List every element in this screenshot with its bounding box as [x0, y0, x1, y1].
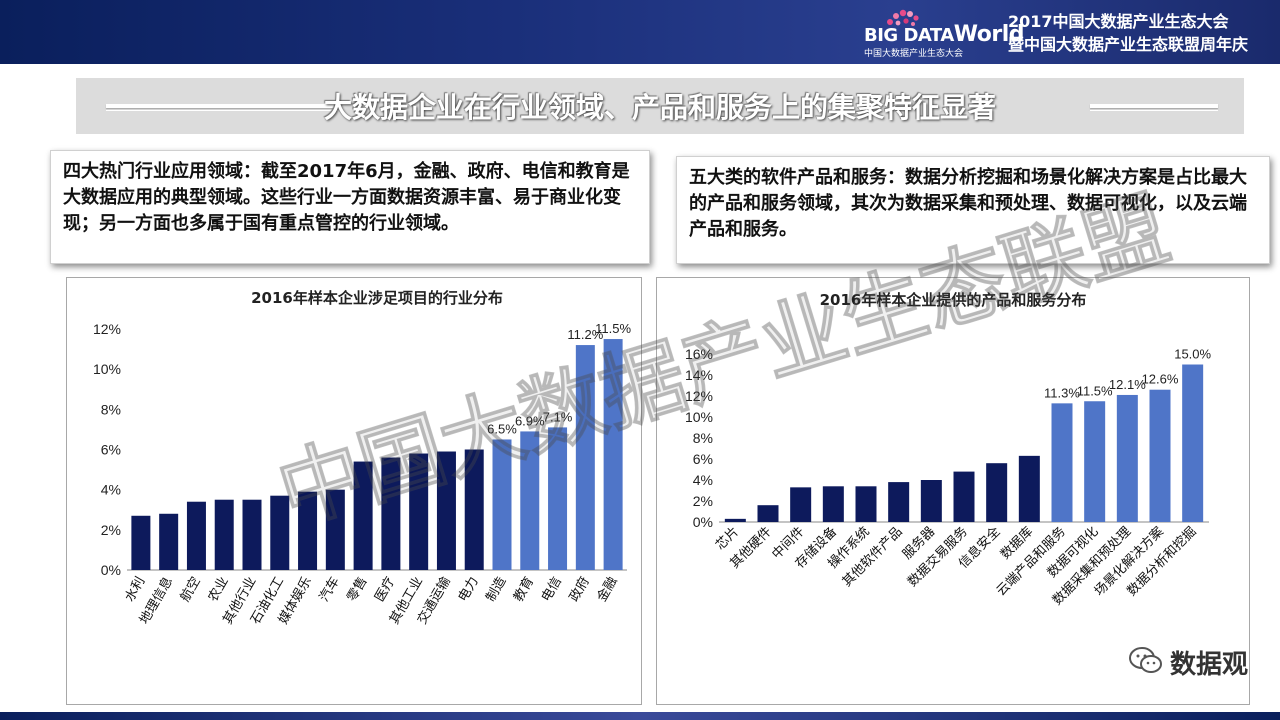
y-tick-label: 14% [685, 367, 713, 383]
footer-bar [0, 712, 1280, 720]
industry-summary-box: 四大热门行业应用领域：截至2017年6月，金融、政府、电信和教育是大数据应用的典… [50, 150, 650, 264]
bar [214, 499, 234, 570]
bar [790, 487, 812, 522]
bar [381, 457, 401, 570]
logo-subtitle: 中国大数据产业生态大会 [864, 49, 964, 59]
bar [1182, 364, 1204, 522]
logo-text-right: World [953, 22, 1025, 47]
bar [270, 495, 290, 570]
x-tick-label: 电力 [456, 575, 482, 605]
y-tick-label: 4% [693, 472, 713, 488]
y-tick-label: 16% [685, 346, 713, 362]
bar [353, 461, 373, 570]
product-chart-frame: 2016年样本企业提供的产品和服务分布 0% 2% 4% 6% 8% 10% 12% 14% 16… [656, 277, 1250, 705]
bar [888, 482, 910, 522]
product-summary-box: 五大类的软件产品和服务：数据分析挖掘和场景化解决方案是占比最大的产品和服务领域，… [676, 156, 1270, 264]
section-title: 大数据企业在行业领域、产品和服务上的集聚特征显著 [323, 91, 996, 124]
x-tick-label: 航空 [177, 574, 204, 605]
logo-brand: BIG DATAWorld [864, 22, 1025, 47]
y-tick-label: 8% [101, 401, 121, 417]
x-tick-label: 制造 [483, 575, 509, 605]
bar [436, 451, 456, 570]
x-tick-label: 零售 [344, 574, 371, 605]
x-tick-label: 芯片 [713, 524, 742, 553]
industry-chart-frame: 2016年样本企业涉足项目的行业分布 0% 2% 4% 6% 8% 10% 12% 水利 地理信息… [66, 277, 642, 705]
wechat-icon [1129, 647, 1162, 673]
y-tick-label: 10% [93, 361, 121, 377]
bar-value-label: 11.5% [595, 321, 631, 336]
y-tick-label: 8% [693, 430, 713, 446]
chart-title: 2016年样本企业提供的产品和服务分布 [820, 291, 1087, 309]
y-tick-label: 2% [101, 522, 121, 538]
bar [855, 486, 877, 522]
y-tick-label: 6% [693, 451, 713, 467]
header-bar: BIG DATAWorld 中国大数据产业生态大会 2017中国大数据产业生态大… [0, 0, 1280, 64]
bar-value-label: 15.0% [1174, 347, 1211, 362]
bar-value-label: 6.5% [487, 421, 517, 436]
bar [325, 489, 345, 570]
bar [920, 480, 942, 522]
event-line-1: 2017中国大数据产业生态大会 [1008, 12, 1229, 31]
title-decor-line-left [106, 104, 338, 111]
bar-value-label: 7.1% [543, 409, 573, 424]
bar [1084, 401, 1106, 522]
bar-value-label: 12.6% [1142, 372, 1179, 387]
event-line-2: 暨中国大数据产业生态联盟周年庆 [1008, 35, 1249, 54]
bar [1051, 403, 1073, 522]
x-tick-label: 教育 [510, 574, 537, 605]
bar [1116, 394, 1138, 522]
section-title-band: 大数据企业在行业领域、产品和服务上的集聚特征显著 [76, 78, 1244, 134]
logo-dots-icon [887, 9, 919, 26]
y-tick-label: 12% [93, 321, 121, 337]
industry-distribution-chart: 2016年样本企业涉足项目的行业分布0%2%4%6%8%10%12%水利地理信息… [93, 289, 632, 627]
x-tick-label: 电信 [539, 575, 565, 605]
bar [242, 499, 262, 570]
bar [298, 491, 318, 570]
y-tick-label: 4% [101, 482, 121, 498]
bar [953, 471, 975, 522]
product-distribution-chart: 2016年样本企业提供的产品和服务分布 0% 2% 4% 6% 8% 10% 12% 14% 16… [685, 291, 1212, 608]
bar [186, 501, 206, 570]
chart-title: 2016年样本企业涉足项目的行业分布 [251, 289, 503, 307]
y-tick-label: 6% [101, 442, 121, 458]
wechat-account: 数据观 [1128, 644, 1248, 680]
bar [520, 431, 540, 570]
x-tick-label: 农业 [206, 575, 232, 605]
bar-value-label: 11.3% [1044, 385, 1080, 400]
bar [409, 453, 429, 570]
y-tick-label: 10% [685, 409, 713, 425]
event-logo: BIG DATAWorld 中国大数据产业生态大会 [864, 8, 1025, 59]
bar [1018, 455, 1040, 522]
bar [548, 427, 568, 570]
x-tick-label: 政府 [567, 575, 593, 605]
y-tick-label: 2% [693, 493, 713, 509]
bar [986, 463, 1008, 522]
bar-value-label: 11.5% [1077, 383, 1113, 398]
logo-text-left: BIG DATA [864, 25, 954, 46]
bar [603, 339, 623, 570]
y-tick-label: 12% [685, 388, 713, 404]
title-decor-line-right [1090, 104, 1218, 111]
bar [131, 515, 151, 570]
y-tick-label: 0% [693, 514, 713, 530]
bar [159, 513, 179, 570]
bar [757, 505, 779, 522]
event-name: 2017中国大数据产业生态大会 暨中国大数据产业生态联盟周年庆 [1008, 10, 1248, 56]
x-tick-label: 汽车 [316, 574, 343, 605]
bar [822, 486, 844, 522]
x-tick-label: 医疗 [372, 575, 398, 605]
wechat-account-name: 数据观 [1170, 650, 1249, 680]
bar-value-label: 11.2% [567, 327, 603, 342]
bar [492, 439, 512, 570]
x-tick-label: 水利 [122, 575, 148, 605]
bar [724, 518, 746, 522]
bar [464, 449, 484, 570]
y-tick-label: 0% [101, 562, 121, 578]
bar [1149, 389, 1171, 522]
bar-value-label: 12.1% [1109, 377, 1146, 392]
bar-value-label: 6.9% [515, 413, 545, 428]
bar [575, 345, 595, 570]
x-tick-label: 金融 [594, 574, 621, 605]
